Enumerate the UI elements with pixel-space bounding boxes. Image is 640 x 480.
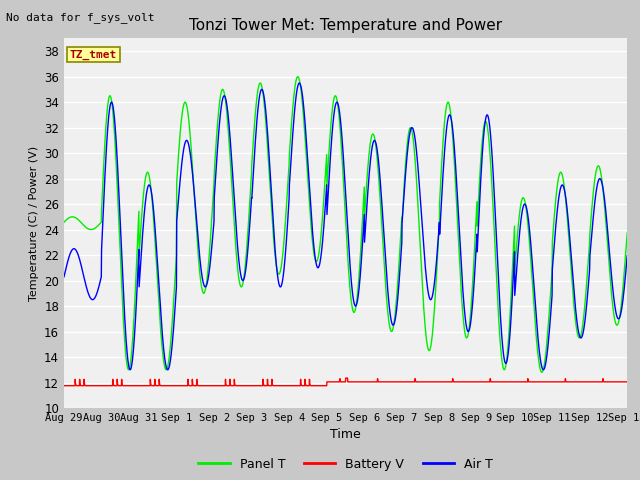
Y-axis label: Temperature (C) / Power (V): Temperature (C) / Power (V) <box>29 145 38 301</box>
Legend: Panel T, Battery V, Air T: Panel T, Battery V, Air T <box>193 453 498 476</box>
Text: TZ_tmet: TZ_tmet <box>70 49 117 60</box>
X-axis label: Time: Time <box>330 429 361 442</box>
Text: No data for f_sys_volt: No data for f_sys_volt <box>6 12 155 23</box>
Title: Tonzi Tower Met: Temperature and Power: Tonzi Tower Met: Temperature and Power <box>189 18 502 33</box>
